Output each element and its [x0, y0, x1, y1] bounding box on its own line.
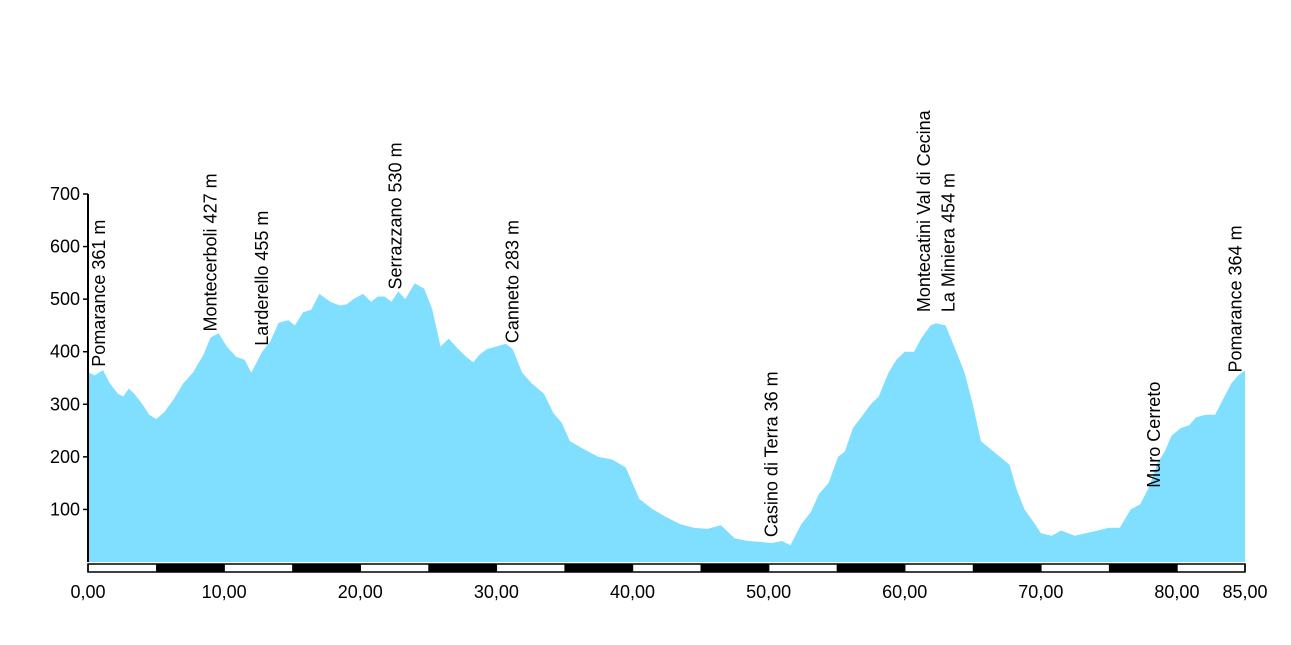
scale-bar-segment — [700, 564, 769, 572]
scale-bar-segment — [496, 564, 565, 572]
place-label: La Miniera 454 m — [938, 173, 958, 312]
place-label: Pomarance 361 m — [89, 220, 109, 367]
x-tick-label: 70,00 — [1018, 582, 1063, 602]
scale-bar-segment — [156, 564, 225, 572]
scale-bar-segment — [836, 564, 905, 572]
scale-bar-segment — [564, 564, 633, 572]
y-tick-labels: 100 200 300 400 500 600 700 — [50, 184, 80, 519]
place-label: Larderello 455 m — [252, 211, 272, 346]
scale-bar-segment — [1040, 564, 1109, 572]
elevation-area — [88, 283, 1245, 562]
scale-bar-segment — [768, 564, 837, 572]
x-tick-label: 85,00 — [1222, 582, 1267, 602]
distance-scale-bar — [87, 563, 1246, 573]
y-tick-label: 700 — [50, 184, 80, 204]
x-tick-label: 30,00 — [474, 582, 519, 602]
x-tick-label: 40,00 — [610, 582, 655, 602]
scale-bar-segment — [904, 564, 973, 572]
y-tick-label: 300 — [50, 394, 80, 414]
scale-bar-segment — [224, 564, 293, 572]
scale-bar-segment — [428, 564, 497, 572]
scale-bar-segment — [1176, 564, 1245, 572]
x-tick-label: 50,00 — [746, 582, 791, 602]
scale-bar-segment — [972, 564, 1041, 572]
y-tick-label: 100 — [50, 499, 80, 519]
scale-bar-segment — [88, 564, 157, 572]
scale-bar-segment — [632, 564, 701, 572]
place-annotations: Pomarance 361 m Montecerboli 427 m Lardere… — [89, 109, 1246, 537]
y-tick-label: 400 — [50, 342, 80, 362]
x-tick-label: 20,00 — [338, 582, 383, 602]
axes-layer — [83, 193, 89, 562]
place-label: Pomarance 364 m — [1226, 225, 1246, 372]
x-tick-label: 60,00 — [882, 582, 927, 602]
x-tick-label: 0,00 — [70, 582, 105, 602]
scale-bar-segment — [292, 564, 361, 572]
place-label: Canneto 283 m — [503, 220, 523, 343]
scale-bar-segment — [1108, 564, 1177, 572]
scale-bar-segment — [360, 564, 429, 572]
place-label: Casino di Terra 36 m — [761, 371, 781, 537]
y-tick-label: 200 — [50, 447, 80, 467]
place-label: Muro Cerreto — [1144, 382, 1164, 488]
x-tick-labels: 0,00 10,00 20,00 30,00 40,00 50,00 60,00 70,00 8… — [70, 582, 1267, 602]
x-tick-label: 80,00 — [1154, 582, 1199, 602]
y-tick-label: 600 — [50, 237, 80, 257]
place-label: Montecerboli 427 m — [201, 173, 221, 331]
place-label: Montecatini Val di Cecina — [914, 109, 934, 312]
place-label: Serrazzano 530 m — [386, 142, 406, 289]
y-tick-label: 500 — [50, 289, 80, 309]
elevation-area-layer — [88, 283, 1245, 562]
x-tick-label: 10,00 — [202, 582, 247, 602]
